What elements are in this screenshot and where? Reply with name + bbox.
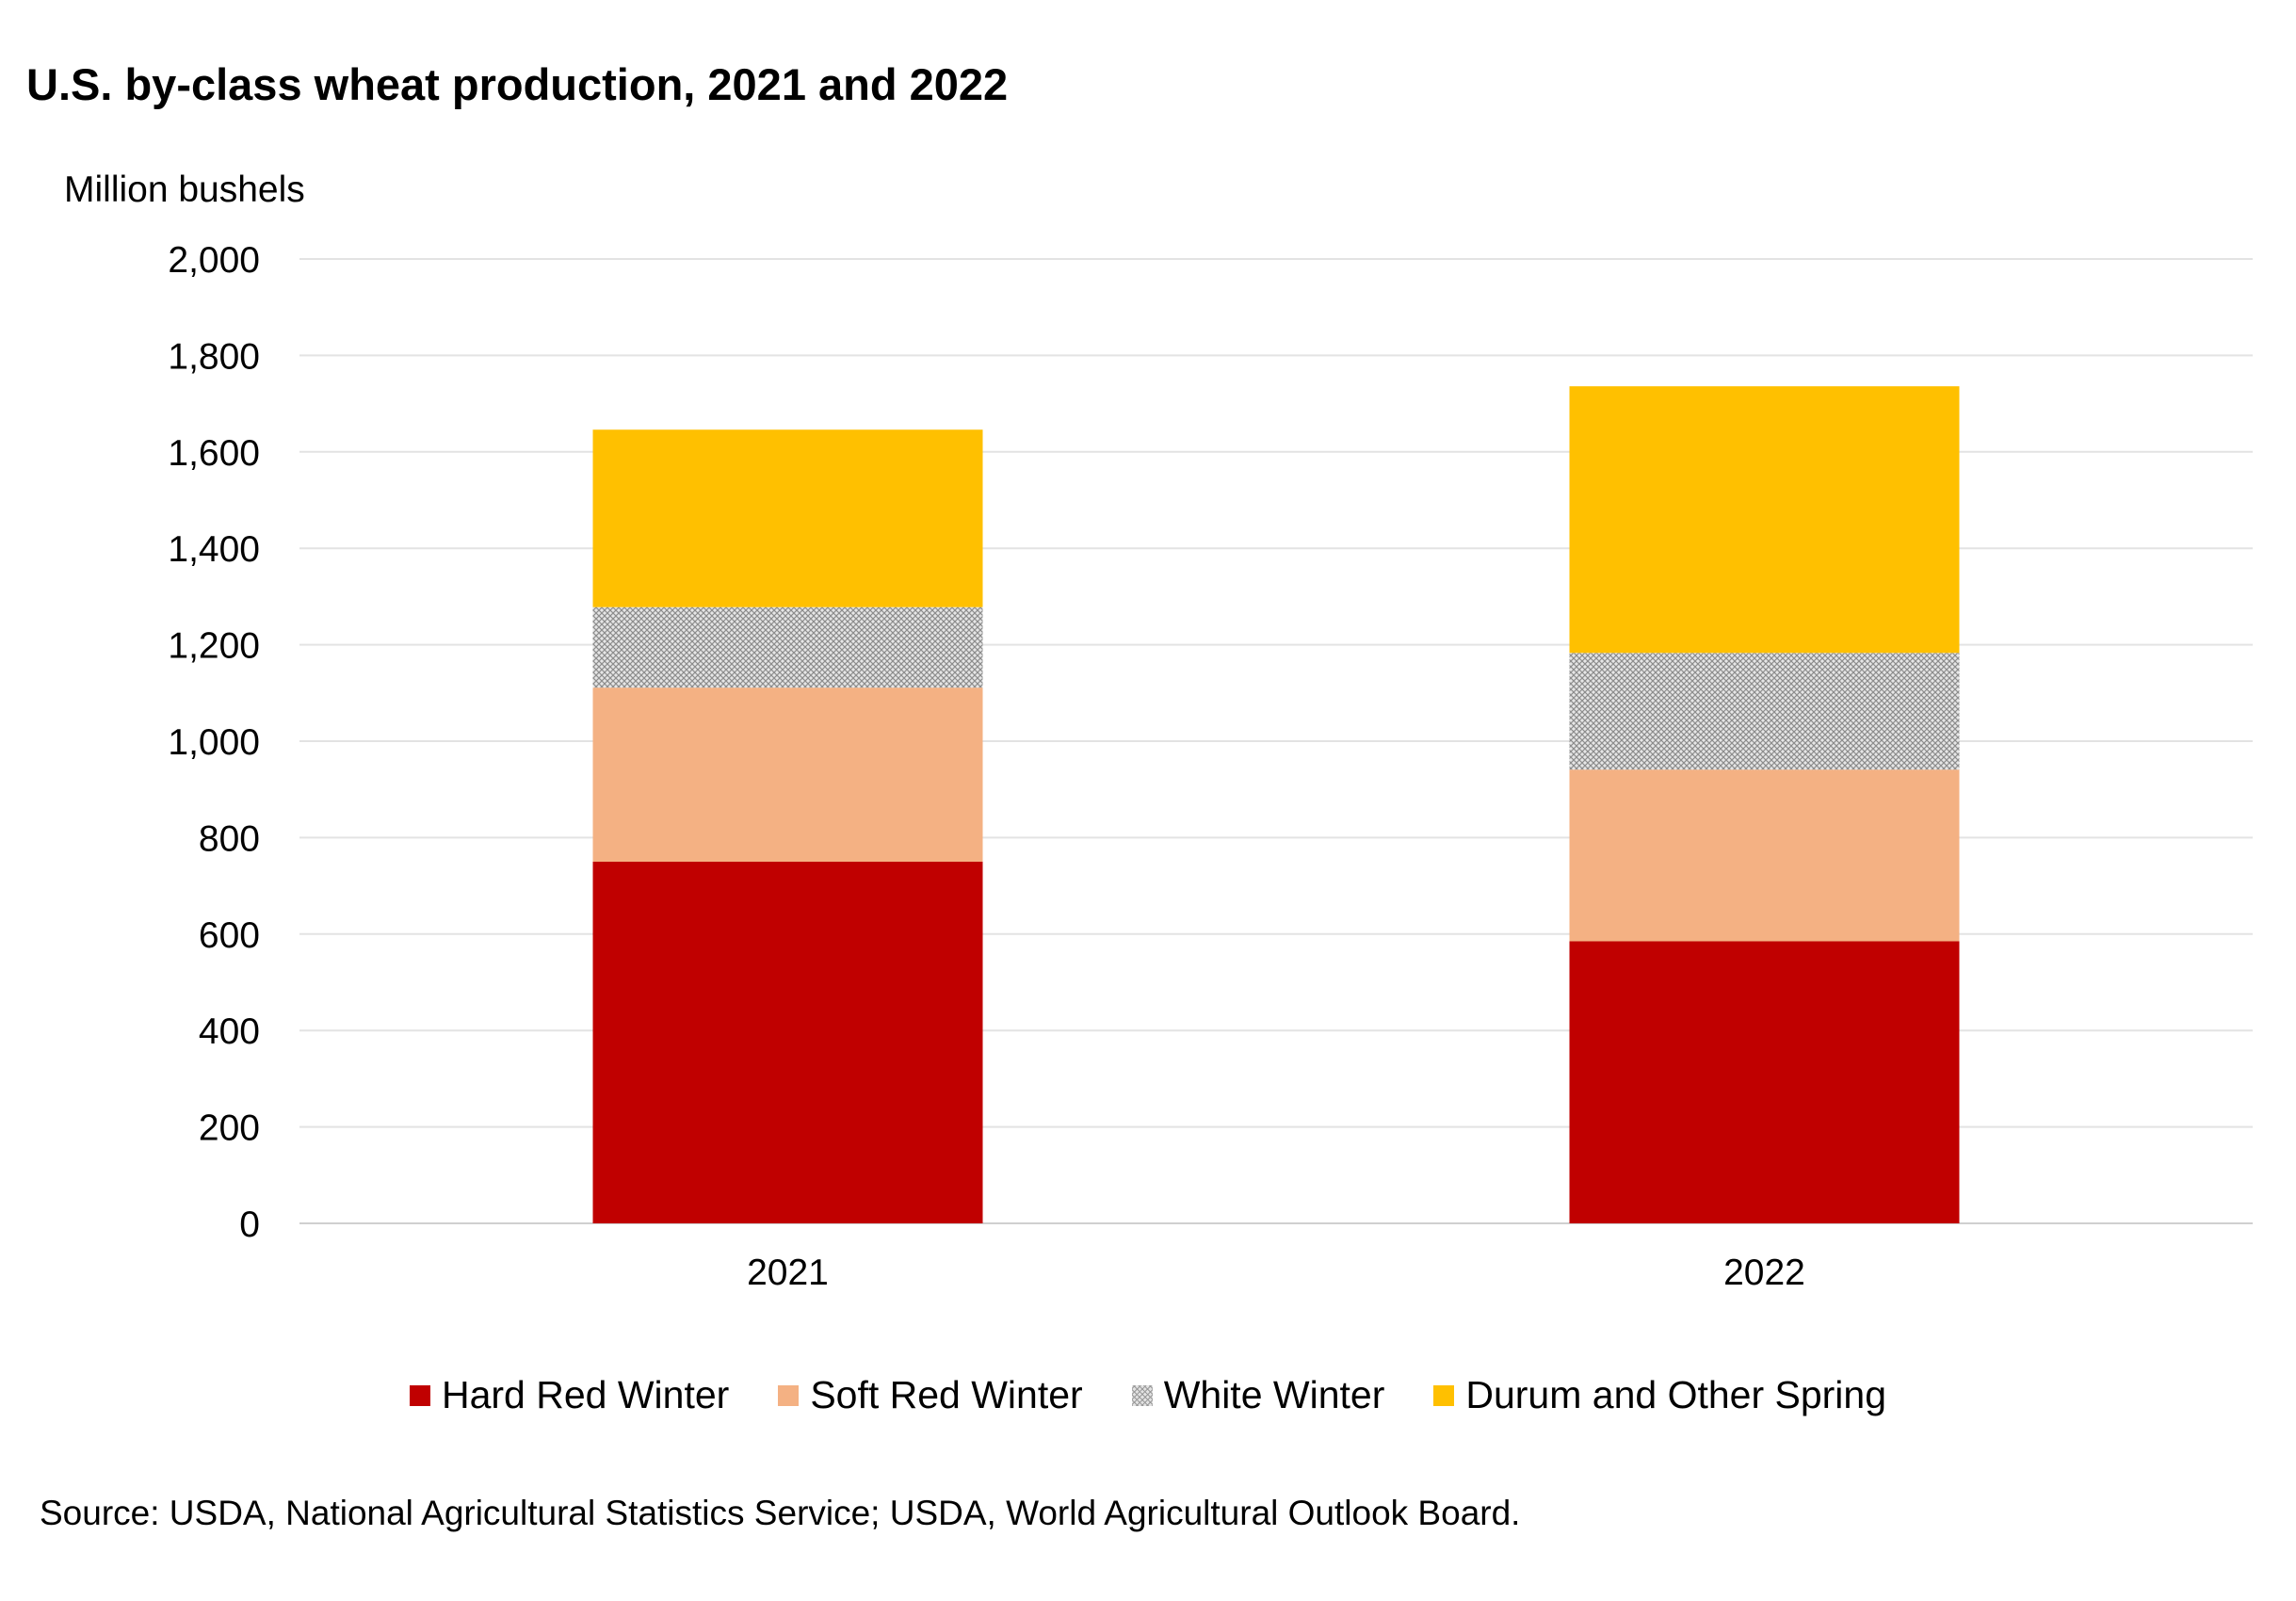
legend-item: White Winter [1131,1373,1385,1417]
legend-swatch [1433,1384,1455,1406]
chart-title: U.S. by-class wheat production, 2021 and… [26,59,1009,109]
y-axis-unit-label: Million bushels [64,170,305,210]
x-tick-label: 2021 [747,1253,829,1293]
y-tick-label: 600 [199,915,260,956]
legend-swatch [778,1384,800,1406]
y-tick-label: 1,800 [168,336,260,377]
legend-item: Hard Red Winter [409,1373,730,1417]
bar-segment-soft-red-winter-2022 [1569,769,1960,942]
legend-swatch [1131,1384,1153,1406]
gridlines [299,258,2253,1224]
y-tick-label: 1,600 [168,433,260,474]
y-tick-label: 1,000 [168,722,260,763]
y-tick-label: 800 [199,818,260,859]
legend-item: Durum and Other Spring [1433,1373,1886,1417]
bar-segment-hard-red-winter-2021 [592,862,983,1223]
stacked-bar-chart: 0 200 400 600 800 1,000 1,200 1,400 1,600 1,800 2,… [168,240,2253,1293]
bar-segment-soft-red-winter-2021 [592,687,983,862]
bar-segment-durum-and-other-spring-2022 [1569,386,1960,654]
x-tick-label: 2022 [1723,1253,1805,1293]
bar-segment-white-winter-2022 [1569,653,1960,770]
x-axis-tick-labels: 2021 2022 [747,1253,1805,1293]
y-tick-label: 1,400 [168,529,260,570]
legend-label: Soft Red Winter [810,1373,1083,1416]
legend-item: Soft Red Winter [778,1373,1083,1417]
source-note: Source: USDA, National Agricultural Stat… [40,1494,1521,1532]
bar-segment-hard-red-winter-2022 [1569,941,1960,1223]
y-axis-tick-labels: 0 200 400 600 800 1,000 1,200 1,400 1,600 1,800 2,… [168,240,260,1245]
legend-label: Hard Red Winter [441,1373,730,1416]
bar-segment-durum-and-other-spring-2021 [592,429,983,607]
y-tick-label: 2,000 [168,240,260,281]
y-tick-label: 1,200 [168,626,260,667]
y-tick-label: 200 [199,1108,260,1149]
legend-label: White Winter [1163,1373,1385,1416]
legend-label: Durum and Other Spring [1465,1373,1887,1416]
bar-segment-white-winter-2021 [592,606,983,688]
legend: Hard Red Winter Soft Red Winter White Wint… [0,1373,2296,1417]
bars [592,386,1960,1223]
legend-swatch [409,1384,430,1406]
y-tick-label: 0 [239,1205,260,1245]
y-tick-label: 400 [199,1011,260,1052]
